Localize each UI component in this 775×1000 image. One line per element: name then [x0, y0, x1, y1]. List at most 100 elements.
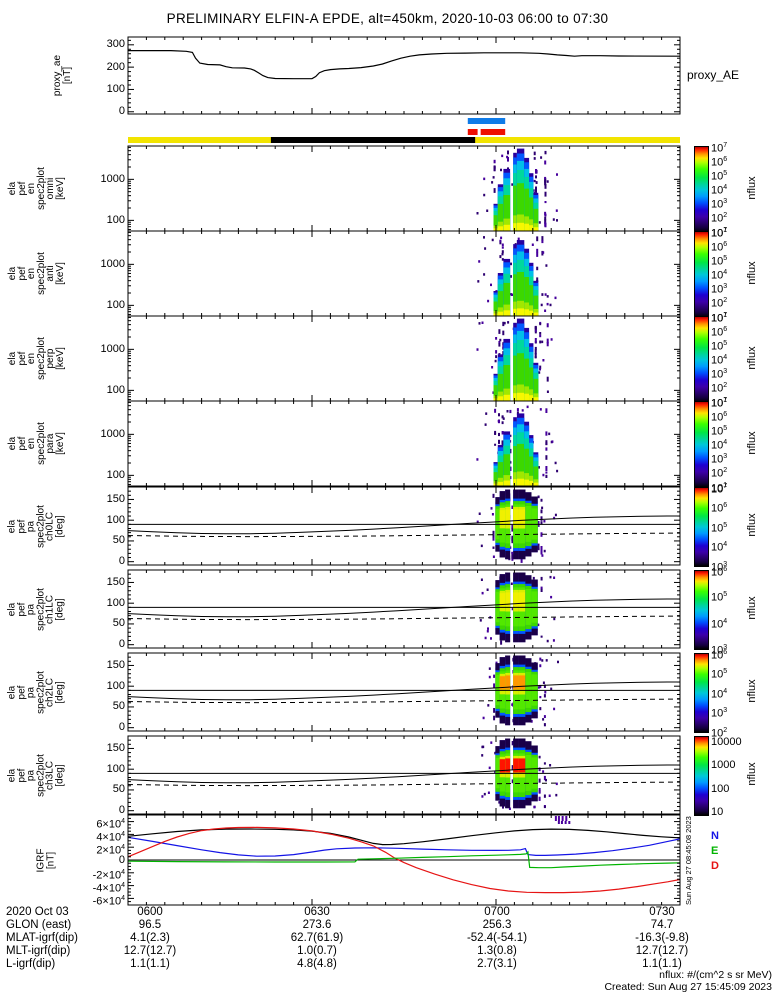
colorbar-tick-label: 103 — [711, 643, 728, 657]
colorbar-tick-label: 104 — [711, 184, 728, 197]
axis-row-value: 12.7(12.7) — [123, 945, 177, 957]
y-tick-label: 100 — [106, 596, 125, 609]
colorbar-tick-label: 105 — [711, 424, 728, 438]
axis-row-value: 74.7 — [650, 919, 674, 931]
colorbar-tick-label: 105 — [711, 254, 728, 268]
y-tick-label: 50 — [112, 783, 125, 796]
panel-en_anti — [127, 230, 681, 317]
axis-row-value: 256.3 — [482, 919, 512, 931]
colorbar-title-en_anti: nflux — [746, 260, 758, 285]
panel-en_anti-ylabel: ela pef en spec2plot anti [keV] — [6, 252, 66, 295]
colorbar-tick-label: 101 — [711, 311, 728, 325]
panel-en_omni-ylabel: ela pef en spec2plot omni [keV] — [6, 167, 66, 210]
colorbar-tick-label: 102 — [711, 382, 728, 395]
colorbar-tick-label: 106 — [711, 502, 728, 515]
colorbar-tick-label: 107 — [711, 311, 728, 325]
panel-pa_ch1-ylabel: ela pef pa spec2plot ch1LC [deg] — [6, 587, 66, 631]
axis-row-label: MLAT-igrf(dip) — [6, 932, 78, 944]
axis-row-value: 0730 — [649, 906, 675, 918]
colorbar-tick-label: 106 — [711, 155, 728, 169]
y-tick-label: 0 — [118, 638, 125, 651]
y-tick-label: 0 — [118, 555, 125, 568]
y-tick-label: 100 — [106, 468, 125, 481]
axis-row-label: 2020 Oct 03 — [6, 906, 69, 918]
colorbar-en_anti — [694, 231, 709, 318]
colorbar-tick-label: 104 — [711, 439, 728, 452]
axis-row-label: L-igrf(dip) — [6, 958, 56, 970]
colorbar-en_para — [694, 401, 709, 488]
colorbar-title-pa_ch0: nflux — [746, 513, 758, 537]
colorbar-tick-label: 104 — [711, 687, 728, 701]
colorbar-tick-label: 101 — [711, 226, 728, 240]
y-tick-label: 50 — [112, 700, 125, 713]
colorbar-tick-label: 102 — [711, 212, 728, 225]
colorbar-tick-label: 106 — [711, 648, 728, 662]
y-tick-label: 50 — [112, 534, 125, 547]
colorbar-tick-label: 103 — [711, 453, 728, 466]
colorbar-tick-label: 10 — [711, 805, 724, 818]
y-tick-label: 50 — [112, 617, 125, 630]
colorbar-tick-label: 1000 — [711, 759, 736, 772]
y-tick-label: 0 — [118, 804, 125, 817]
colorbar-title-pa_ch2: nflux — [746, 679, 758, 703]
colorbar-tick-label: 107 — [711, 226, 728, 240]
panel-pa_ch0-ylabel: ela pef pa spec2plot ch0LC [deg] — [6, 504, 66, 548]
axis-row-value: 4.8(4.8) — [297, 958, 337, 970]
panel-pa_ch3-ylabel: ela pef pa spec2plot ch3LC [deg] — [6, 753, 66, 797]
y-tick-label: 150 — [106, 741, 125, 754]
igrf-legend-E: E — [711, 845, 719, 857]
y-tick-label: 4×104 — [96, 830, 125, 844]
side-created-timestamp: Sun Aug 27 08:45:08 2023 — [684, 816, 693, 905]
colorbar-tick-label: 104 — [711, 269, 728, 282]
colorbar-tick-label: 106 — [711, 410, 728, 424]
colorbar-pa_ch1 — [694, 570, 709, 650]
colorbar-pa_ch0 — [694, 487, 709, 567]
y-tick-label: 200 — [106, 60, 125, 73]
y-tick-label: 0 — [118, 721, 125, 734]
y-tick-label: 1000 — [100, 172, 125, 185]
colorbar-title-en_omni: nflux — [746, 175, 758, 200]
panel-en_para — [127, 400, 681, 487]
panel-pa_ch1 — [127, 569, 681, 649]
y-tick-label: 1000 — [100, 342, 125, 355]
colorbar-tick-label: 106 — [711, 240, 728, 254]
y-tick-label: -4×104 — [92, 882, 125, 895]
y-tick-label: 300 — [106, 38, 125, 51]
colorbar-tick-label: 100 — [711, 782, 730, 795]
axis-row-value: 0600 — [137, 906, 163, 918]
panel-pa_ch3 — [127, 735, 681, 815]
colorbar-tick-label: 102 — [711, 467, 728, 480]
axis-row-value: 4.1(2.3) — [130, 932, 170, 944]
colorbar-en_omni — [694, 146, 709, 233]
y-tick-label: 1000 — [100, 257, 125, 270]
axis-row-value: 96.5 — [138, 919, 162, 931]
axis-row-value: 1.0(0.7) — [297, 945, 337, 957]
colorbar-title-en_perp: nflux — [746, 345, 758, 370]
y-tick-label: 150 — [106, 492, 125, 505]
colorbar-tick-label: 107 — [711, 141, 728, 155]
panel-igrf — [127, 814, 681, 906]
colorbar-tick-label: 103 — [711, 198, 728, 211]
axis-row-value: 0700 — [484, 906, 510, 918]
page-title: PRELIMINARY ELFIN-A EPDE, alt=450km, 202… — [166, 11, 609, 26]
panel-igrf-ylabel: IGRF [nT] — [35, 848, 57, 872]
y-tick-label: 150 — [106, 658, 125, 671]
y-tick-label: 0 — [118, 853, 125, 866]
y-tick-label: 2×104 — [96, 843, 125, 857]
y-tick-label: 100 — [106, 82, 125, 95]
colorbar-tick-label: 107 — [711, 396, 728, 410]
y-tick-label: 100 — [106, 762, 125, 775]
axis-row-value: 0630 — [304, 906, 330, 918]
colorbar-tick-label: 105 — [711, 339, 728, 353]
y-tick-label: 100 — [106, 513, 125, 526]
y-tick-label: -2×104 — [92, 869, 125, 882]
footer-created: Created: Sun Aug 27 15:45:09 2023 — [604, 981, 772, 993]
proxy-ae-series-label: proxy_AE — [687, 68, 740, 82]
colorbar-tick-label: 103 — [711, 707, 728, 720]
axis-row-label: MLT-igrf(dip) — [6, 945, 71, 957]
panel-en_omni — [127, 145, 681, 232]
footer-flux-units: nflux: #/(cm^2 s sr MeV) — [659, 969, 772, 981]
panel-pa_ch0 — [127, 486, 681, 566]
